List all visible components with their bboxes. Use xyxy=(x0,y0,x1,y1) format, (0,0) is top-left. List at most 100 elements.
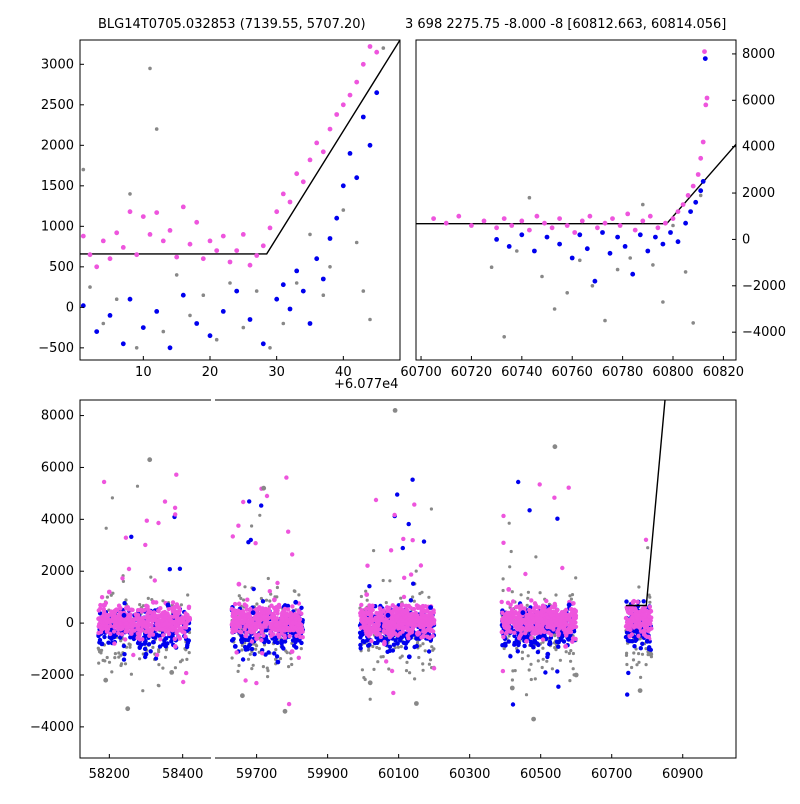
top-left-pink-point xyxy=(280,191,286,197)
bottom-gray-point xyxy=(411,595,415,599)
bottom-pink-point xyxy=(128,631,134,636)
bottom-pink-point xyxy=(633,608,639,613)
bottom-blue-point xyxy=(129,534,134,539)
bottom-pink-point xyxy=(173,512,178,517)
bottom-pink-point xyxy=(623,615,629,621)
bottom-pink-point xyxy=(118,605,123,611)
bottom-blue-point xyxy=(629,639,635,644)
bottom-gray-point xyxy=(274,648,278,652)
top-right-x-tick-label: 60820 xyxy=(703,365,744,380)
bottom-blue-point xyxy=(102,634,107,640)
top-left-pink-point xyxy=(167,228,173,233)
bottom-gray-point xyxy=(186,593,190,597)
bottom-gray-point xyxy=(240,693,245,699)
bottom-pink-point xyxy=(152,612,157,618)
bottom-pink-point xyxy=(277,604,282,610)
bottom-pink-point xyxy=(540,637,546,642)
bottom-pink-point xyxy=(147,633,152,638)
bottom-pink-point xyxy=(406,621,411,626)
bottom-gray-point xyxy=(372,549,376,553)
bottom-gray-point xyxy=(157,650,161,654)
bottom-gray-point xyxy=(141,689,145,693)
bottom-gray-point xyxy=(568,679,572,683)
bottom-pink-point xyxy=(259,638,264,643)
bottom-pink-point xyxy=(364,592,370,597)
top-left-blue-point xyxy=(347,151,353,156)
top-left-pink-point xyxy=(134,252,140,258)
bottom-pink-point xyxy=(289,616,294,621)
bottom-gray-point xyxy=(574,576,578,580)
bottom-blue-point xyxy=(252,652,257,657)
bottom-blue-point xyxy=(414,636,419,641)
bottom-pink-point xyxy=(547,624,553,630)
bottom-blue-point xyxy=(263,652,268,657)
bottom-gray-point xyxy=(105,655,109,660)
bottom-pink-point xyxy=(508,602,513,607)
bottom-gray-point xyxy=(568,594,572,598)
bottom-blue-point xyxy=(625,692,630,697)
bottom-pink-point xyxy=(184,621,189,627)
top-left-gray-point xyxy=(281,321,286,326)
bottom-pink-point xyxy=(524,638,529,644)
bottom-pink-point xyxy=(555,629,560,635)
top-left-pink-point xyxy=(314,140,320,146)
bottom-pink-point xyxy=(290,604,295,609)
top-right-gray-point xyxy=(698,193,703,198)
bottom-gray-point xyxy=(293,589,297,594)
bottom-pink-point xyxy=(501,540,506,545)
top-right-pink-point xyxy=(690,183,696,189)
bottom-pink-point xyxy=(535,609,540,614)
bottom-blue-point xyxy=(142,646,148,652)
bottom-gray-point xyxy=(254,647,258,651)
bottom-pink-point xyxy=(168,614,173,619)
bottom-gray-point xyxy=(417,655,421,660)
bottom-pink-point xyxy=(399,622,405,627)
top-left-gray-point xyxy=(81,167,86,172)
top-left-pink-point xyxy=(227,259,233,265)
bottom-gray-point xyxy=(258,513,262,517)
bottom-pink-point xyxy=(156,618,161,623)
bottom-pink-point xyxy=(149,622,154,628)
bottom-pink-point xyxy=(515,604,520,609)
bottom-pink-point xyxy=(232,601,238,607)
bottom-blue-point xyxy=(148,649,153,654)
bottom-pink-point xyxy=(376,618,381,623)
bottom-blue-point xyxy=(360,638,366,644)
top-right-gray-point xyxy=(540,274,544,279)
bottom-pink-point xyxy=(389,629,394,634)
bottom-pink-point xyxy=(420,607,425,612)
bottom-pink-point xyxy=(166,631,172,637)
bottom-x-tick-label: 58200 xyxy=(89,767,130,782)
bottom-pink-point xyxy=(183,634,188,639)
bottom-pink-point xyxy=(358,613,363,618)
bottom-blue-point xyxy=(395,492,400,497)
bottom-gray-point xyxy=(266,576,270,581)
bottom-gray-point xyxy=(278,657,283,661)
bottom-pink-point xyxy=(412,619,418,624)
bottom-y-tick-label: 2000 xyxy=(41,564,74,579)
bottom-gray-point xyxy=(640,652,645,656)
bottom-gray-point xyxy=(519,593,523,597)
bottom-pink-point xyxy=(527,607,532,613)
bottom-gray-point xyxy=(129,672,133,676)
bottom-pink-point xyxy=(272,597,277,603)
bottom-pink-point xyxy=(150,632,156,637)
bottom-pink-point xyxy=(642,631,647,637)
bottom-blue-point xyxy=(358,642,363,648)
bottom-pink-point xyxy=(131,652,136,658)
bottom-y-tick-label: 4000 xyxy=(41,512,74,527)
bottom-blue-point xyxy=(411,581,416,586)
bottom-gray-point xyxy=(376,660,380,664)
top-left-blue-point xyxy=(307,321,313,326)
bottom-blue-point xyxy=(393,638,398,643)
top-left-pink-point xyxy=(194,219,200,225)
bottom-pink-point xyxy=(401,594,407,600)
top-right-pink-point xyxy=(647,213,653,219)
bottom-pink-point xyxy=(145,618,150,624)
bottom-pink-point xyxy=(369,638,374,644)
bottom-pink-point xyxy=(183,625,189,630)
bottom-gray-point xyxy=(533,677,537,681)
bottom-pink-point xyxy=(647,614,652,619)
bottom-blue-point xyxy=(406,654,412,660)
bottom-pink-point xyxy=(254,608,259,613)
